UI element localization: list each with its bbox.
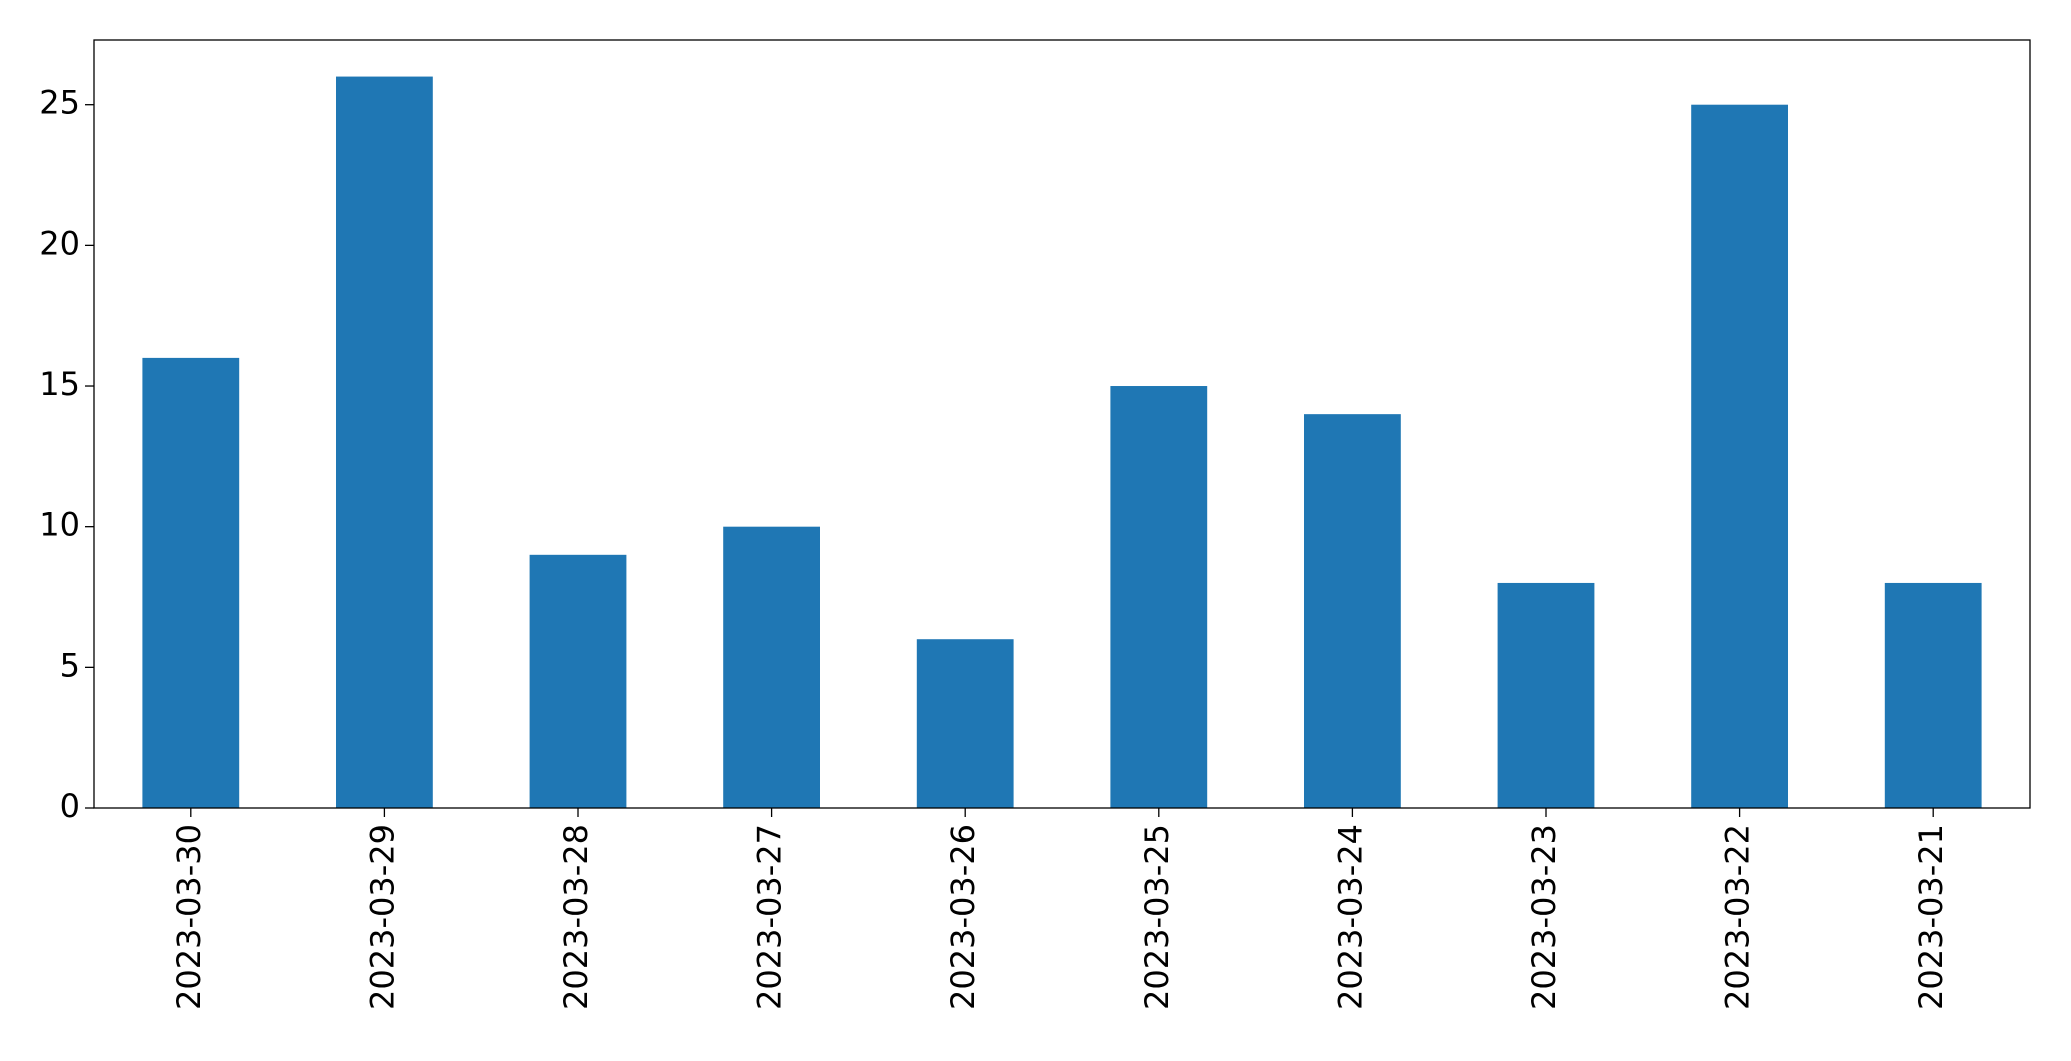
x-tick-label: 2023-03-27 [751, 824, 789, 1010]
x-tick-label: 2023-03-22 [1719, 824, 1757, 1010]
x-tick-label: 2023-03-26 [944, 824, 982, 1010]
bar [1691, 104, 1788, 808]
bar [1304, 414, 1401, 808]
y-tick-label: 20 [39, 224, 80, 262]
bar [723, 526, 820, 808]
y-tick-label: 15 [39, 365, 80, 403]
x-tick-label: 2023-03-29 [363, 824, 401, 1010]
bar [916, 639, 1014, 808]
bar [142, 357, 240, 808]
x-tick-label: 2023-03-24 [1331, 824, 1369, 1010]
x-tick-label: 2023-03-23 [1525, 824, 1563, 1010]
bar [1110, 386, 1208, 808]
y-tick-label: 5 [60, 646, 80, 684]
bar [1884, 582, 1982, 808]
y-tick-label: 25 [39, 84, 80, 122]
y-tick-label: 0 [60, 787, 80, 825]
x-tick-label: 2023-03-21 [1912, 824, 1950, 1010]
bar [336, 76, 433, 809]
x-tick-label: 2023-03-25 [1138, 824, 1176, 1010]
plot-frame [93, 39, 2031, 809]
x-tick-label: 2023-03-30 [170, 824, 208, 1010]
bar [1497, 582, 1595, 808]
bar [529, 554, 627, 808]
x-tick-label: 2023-03-28 [557, 824, 595, 1010]
y-tick-label: 10 [39, 506, 80, 544]
